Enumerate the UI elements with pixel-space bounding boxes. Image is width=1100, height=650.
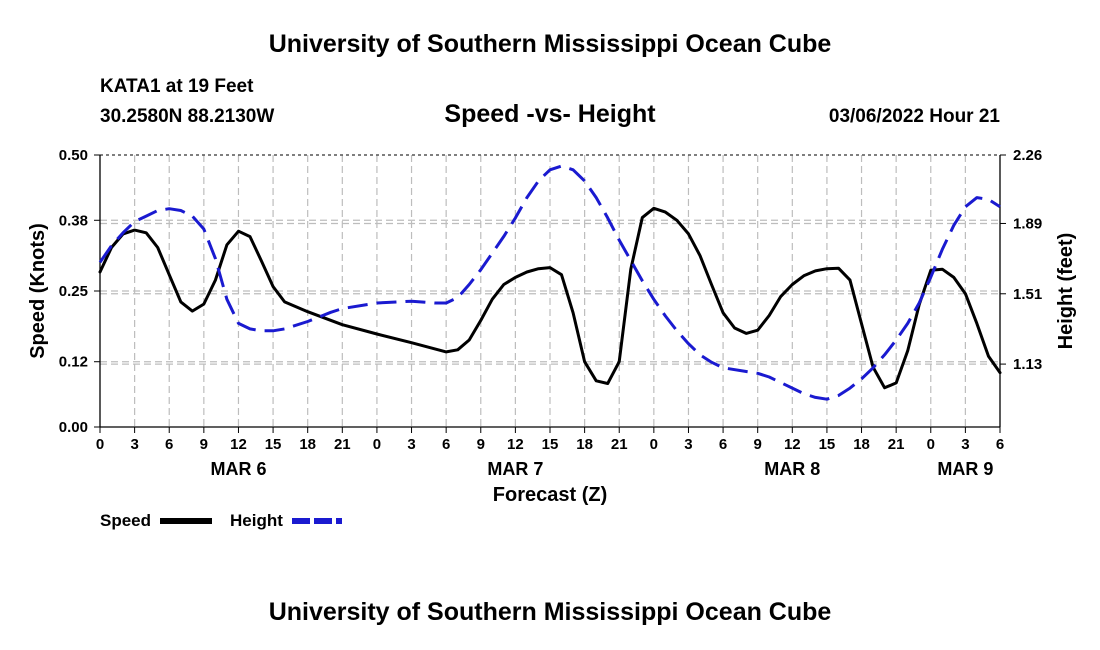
date-label: MAR 9 bbox=[937, 459, 993, 479]
x-tick-label: 15 bbox=[265, 436, 282, 453]
chart-title: Speed -vs- Height bbox=[444, 100, 656, 128]
date-label: MAR 6 bbox=[210, 459, 266, 479]
x-tick-label: 21 bbox=[611, 436, 628, 453]
forecast-datetime: 03/06/2022 Hour 21 bbox=[828, 106, 1000, 127]
x-tick-label: 3 bbox=[130, 436, 138, 453]
left-y-tick-label: 0.00 bbox=[59, 419, 88, 436]
height-series-line bbox=[98, 164, 1001, 401]
x-tick-label: 3 bbox=[407, 436, 415, 453]
x-tick-label: 15 bbox=[542, 436, 559, 453]
x-tick-label: 18 bbox=[853, 436, 870, 453]
x-tick-label: 6 bbox=[996, 436, 1004, 453]
x-tick-label: 21 bbox=[888, 436, 905, 453]
left-y-tick-label: 0.25 bbox=[59, 283, 88, 300]
right-y-tick-label: 1.51 bbox=[1013, 286, 1042, 303]
left-y-tick-label: 0.12 bbox=[59, 354, 88, 371]
left-y-tick-label: 0.38 bbox=[59, 212, 88, 229]
page-title: University of Southern Mississippi Ocean… bbox=[268, 30, 832, 58]
x-tick-label: 18 bbox=[299, 436, 316, 453]
x-tick-label: 3 bbox=[961, 436, 969, 453]
station-coordinates: 30.2580N 88.2130W bbox=[100, 106, 275, 127]
right-y-axis-title: Height (feet) bbox=[1055, 233, 1077, 350]
x-tick-label: 18 bbox=[576, 436, 593, 453]
speed-series-line bbox=[98, 206, 1002, 390]
x-tick-label: 0 bbox=[96, 436, 104, 453]
left-y-axis-title: Speed (Knots) bbox=[27, 223, 49, 359]
date-label: MAR 7 bbox=[487, 459, 543, 479]
date-label: MAR 8 bbox=[764, 459, 820, 479]
x-tick-label: 12 bbox=[507, 436, 524, 453]
x-tick-label: 12 bbox=[230, 436, 247, 453]
x-tick-label: 9 bbox=[477, 436, 485, 453]
x-tick-label: 0 bbox=[650, 436, 658, 453]
x-tick-label: 9 bbox=[200, 436, 208, 453]
legend-label-height: Height bbox=[230, 511, 283, 530]
x-tick-label: 6 bbox=[719, 436, 727, 453]
x-tick-label: 9 bbox=[754, 436, 762, 453]
footer-title: University of Southern Mississippi Ocean… bbox=[268, 598, 832, 626]
x-axis-title: Forecast (Z) bbox=[493, 484, 607, 506]
x-tick-label: 0 bbox=[373, 436, 381, 453]
x-tick-label: 6 bbox=[165, 436, 173, 453]
x-tick-label: 15 bbox=[819, 436, 836, 453]
station-label: KATA1 at 19 Feet bbox=[100, 76, 254, 97]
legend-label-speed: Speed bbox=[100, 511, 151, 530]
x-tick-label: 0 bbox=[927, 436, 935, 453]
right-y-tick-label: 1.89 bbox=[1013, 215, 1042, 232]
x-tick-label: 6 bbox=[442, 436, 450, 453]
x-tick-label: 12 bbox=[784, 436, 801, 453]
x-tick-label: 3 bbox=[684, 436, 692, 453]
right-y-tick-label: 1.13 bbox=[1013, 356, 1042, 373]
left-y-tick-label: 0.50 bbox=[59, 147, 88, 164]
right-y-tick-label: 2.26 bbox=[1013, 147, 1042, 164]
x-tick-label: 21 bbox=[334, 436, 351, 453]
